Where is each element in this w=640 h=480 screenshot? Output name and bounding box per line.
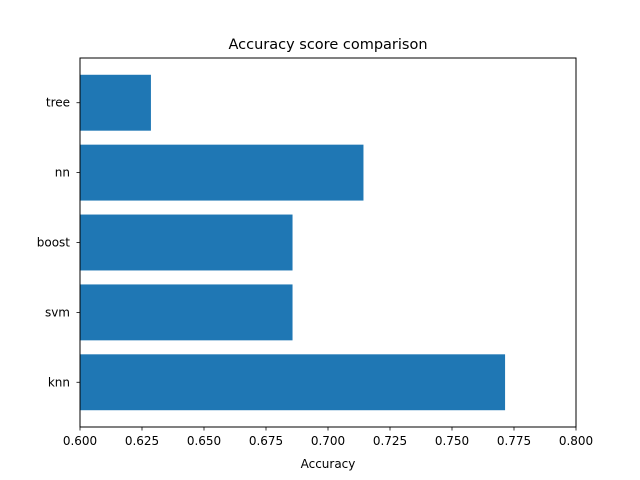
y-tick-label-nn: nn [55,166,70,180]
plot-area-frame [79,57,577,428]
y-tick-label-knn: knn [48,375,70,389]
x-tick-label: 0.675 [249,434,283,448]
bar-svm [80,284,293,341]
x-tick-label: 0.800 [559,434,593,448]
x-axis-ticks: 0.600 0.625 0.650 0.675 0.700 0.725 0.750 0.775… [63,427,593,448]
bar-knn [80,354,506,411]
x-tick-label: 0.650 [187,434,221,448]
x-tick-label: 0.600 [63,434,97,448]
y-tick-label-boost: boost [37,236,71,250]
chart-title: Accuracy score comparison [228,37,427,53]
bar-nn [80,144,364,201]
x-axis-label: Accuracy [301,457,356,471]
bars-group [80,74,506,411]
bar-tree [80,74,151,131]
x-tick-label: 0.775 [497,434,531,448]
bar-boost [80,214,293,271]
x-tick-label: 0.750 [435,434,469,448]
x-tick-label: 0.725 [373,434,407,448]
x-tick-label: 0.700 [311,434,345,448]
y-tick-label-tree: tree [46,96,70,110]
y-tick-label-svm: svm [45,305,70,319]
x-tick-label: 0.625 [125,434,159,448]
y-axis-ticks: knn svm boost nn tree [37,96,80,389]
